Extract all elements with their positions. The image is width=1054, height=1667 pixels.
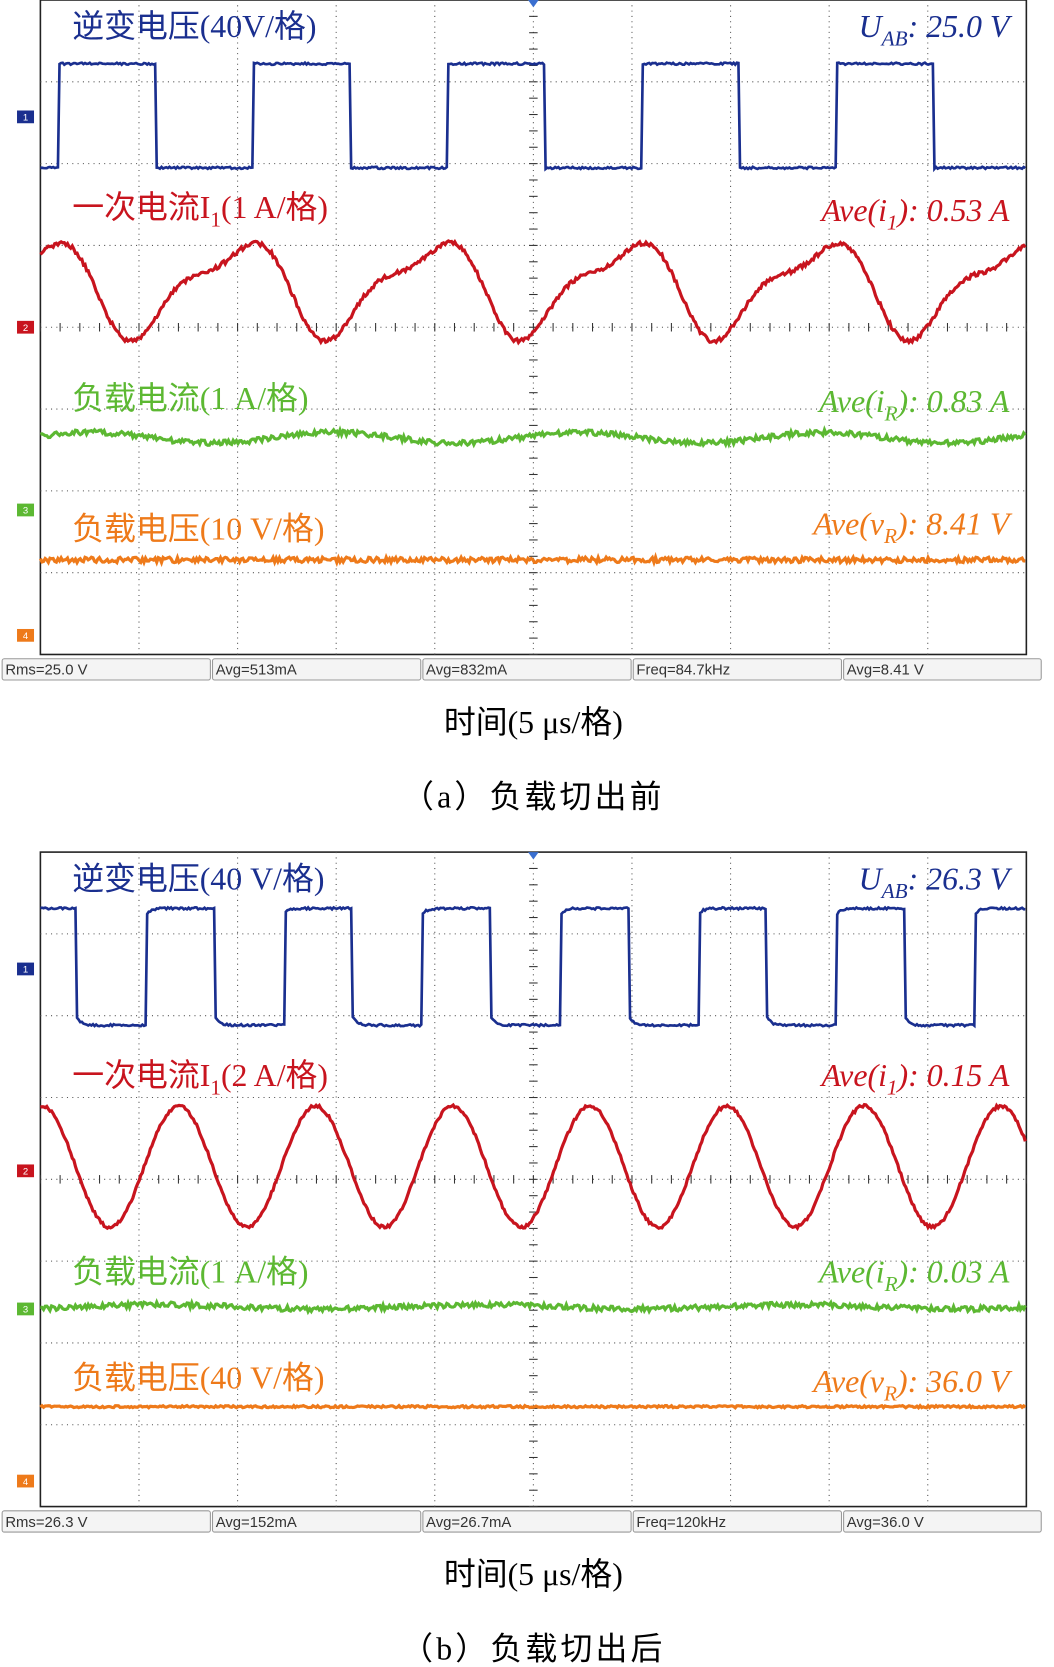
- label: 负载电压(40 V/格): [72, 1361, 324, 1396]
- channel-marker: [17, 1164, 35, 1178]
- label: 负载电流(1 A/格): [72, 1254, 308, 1289]
- label-part: Ave(i: [817, 1254, 884, 1289]
- label-sub: 1: [887, 1075, 898, 1099]
- channel-marker: [17, 1302, 35, 1316]
- label-part: : 26.3 V: [908, 861, 1013, 896]
- label: 负载电流(1 A/格): [72, 381, 308, 416]
- status-cell: [422, 1510, 632, 1533]
- label-sub: 1: [887, 210, 898, 234]
- channel-marker-label: 2: [23, 323, 28, 334]
- label-sub: R: [884, 1272, 898, 1296]
- label-part: ): 36.0 V: [895, 1364, 1013, 1399]
- status-cell: [211, 658, 422, 681]
- label: Ave(i1): 0.15 A: [819, 1058, 1009, 1099]
- label-sub: AB: [880, 879, 908, 903]
- label-part: (1 A/格): [221, 190, 328, 225]
- label-sub: R: [884, 402, 898, 426]
- waveform: [39, 425, 1027, 449]
- label: 负载电压(10 V/格): [72, 512, 324, 547]
- status-cell: [843, 1510, 1042, 1533]
- channel-marker-label: 3: [23, 1305, 28, 1316]
- status-cell: [632, 658, 843, 681]
- waveform: [40, 905, 1026, 1029]
- label-part: ): 0.53 A: [896, 193, 1010, 228]
- waveform: [38, 551, 1026, 568]
- waveform: [40, 1102, 1027, 1232]
- channel-marker-label: 1: [23, 965, 28, 976]
- label: Ave(vR): 36.0 V: [811, 1364, 1013, 1405]
- waveform: [40, 60, 1026, 173]
- label-part: ): 8.41 V: [895, 506, 1013, 541]
- label: Ave(iR): 0.83 A: [817, 384, 1010, 425]
- status-cell: [1, 658, 211, 681]
- label: Ave(i1): 0.53 A: [819, 193, 1009, 234]
- channel-marker-label: 3: [23, 506, 28, 517]
- label-sub: R: [883, 1381, 897, 1405]
- status-text: Freq=84.7kHz: [636, 663, 730, 679]
- status-cell: [632, 1510, 843, 1533]
- label-part: Ave(v: [811, 1364, 885, 1399]
- channel-marker: [17, 503, 35, 517]
- x-label: 时间(5 μs/格): [444, 705, 623, 740]
- waveform: [39, 238, 1027, 346]
- channel-marker: [17, 962, 35, 976]
- label: Ave(iR): 0.03 A: [817, 1254, 1010, 1295]
- label-sub: 1: [210, 207, 221, 231]
- label-part: ): 0.03 A: [896, 1254, 1010, 1289]
- label-part: 一次电流I: [72, 190, 210, 225]
- x-label: 时间(5 μs/格): [444, 1557, 623, 1592]
- channel-marker: [17, 110, 35, 124]
- label-sub: R: [883, 524, 897, 548]
- status-cell: [1, 1510, 211, 1533]
- caption: （a）负载切出前: [402, 779, 665, 814]
- label-part: (2 A/格): [221, 1058, 328, 1093]
- label-part: U: [859, 9, 884, 44]
- label-part: ): 0.83 A: [896, 384, 1010, 419]
- status-text: Avg=152mA: [216, 1515, 297, 1531]
- channel-marker: [17, 628, 35, 642]
- status-text: Rms=25.0 V: [5, 663, 87, 679]
- label-part: 一次电流I: [72, 1058, 210, 1093]
- status-cell: [843, 658, 1042, 681]
- trigger-marker: [528, 852, 539, 860]
- channel-marker-label: 2: [23, 1167, 28, 1178]
- channel-marker: [17, 1474, 35, 1488]
- label-sub: 1: [210, 1075, 221, 1099]
- label-part: Ave(v: [811, 506, 885, 541]
- trigger-marker: [528, 0, 539, 8]
- status-cell: [422, 658, 632, 681]
- channel-marker: [17, 320, 35, 334]
- status-text: Rms=26.3 V: [5, 1515, 87, 1531]
- label-part: Ave(i: [819, 193, 886, 228]
- label: 一次电流I1(2 A/格): [72, 1058, 328, 1099]
- channel-marker-label: 1: [23, 113, 28, 124]
- status-text: Avg=36.0 V: [847, 1515, 924, 1531]
- label: Ave(vR): 8.41 V: [811, 506, 1013, 547]
- label: UAB: 26.3 V: [859, 861, 1013, 902]
- label-part: Ave(i: [817, 384, 884, 419]
- label-sub: AB: [880, 27, 908, 51]
- label-part: : 25.0 V: [908, 9, 1013, 44]
- status-text: Avg=8.41 V: [847, 663, 924, 679]
- label: 逆变电压(40 V/格): [72, 861, 324, 896]
- waveform: [39, 1403, 1027, 1411]
- channel-marker-label: 4: [23, 631, 29, 642]
- status-cell: [211, 1510, 422, 1533]
- status-text: Avg=832mA: [426, 663, 507, 679]
- label: 逆变电压(40V/格): [72, 9, 316, 44]
- label-part: Ave(i: [819, 1058, 886, 1093]
- label-part: ): 0.15 A: [896, 1058, 1010, 1093]
- waveform: [40, 1297, 1027, 1316]
- label: 一次电流I1(1 A/格): [72, 190, 328, 231]
- caption: （b）负载切出后: [401, 1632, 665, 1667]
- status-text: Avg=26.7mA: [426, 1515, 511, 1531]
- status-text: Avg=513mA: [216, 663, 297, 679]
- label-part: U: [859, 861, 884, 896]
- label: UAB: 25.0 V: [859, 9, 1013, 50]
- channel-marker-label: 4: [23, 1477, 29, 1488]
- status-text: Freq=120kHz: [636, 1515, 726, 1531]
